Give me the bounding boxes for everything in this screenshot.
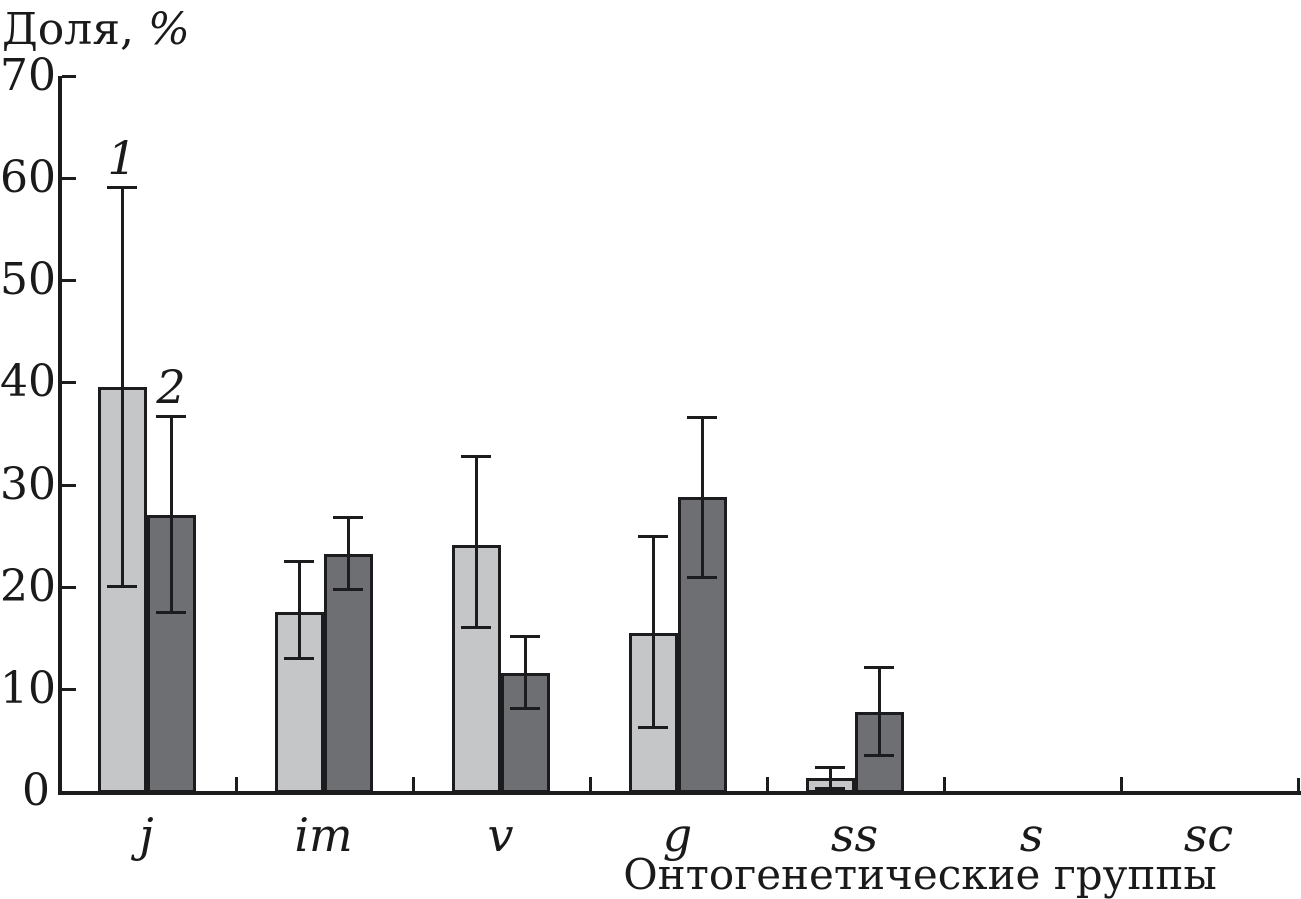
error-cap-bottom-series2-v (510, 706, 540, 710)
error-cap-top-series2-ss (864, 665, 894, 669)
series-label-2: 2 (156, 360, 186, 415)
error-cap-bottom-series1-ss (815, 787, 845, 791)
x-category-label-sc: sc (1183, 808, 1234, 862)
error-cap-bottom-series2-ss (864, 753, 894, 757)
error-cap-bottom-series2-g (687, 576, 717, 580)
y-axis-title: Доля, % (2, 4, 190, 55)
error-cap-top-series1-im (284, 559, 314, 563)
error-bar-series1-v (474, 456, 478, 628)
error-bar-series2-im (346, 517, 350, 590)
error-cap-top-series1-ss (815, 766, 845, 769)
error-cap-top-series1-j (107, 185, 137, 189)
error-bar-series2-j (169, 416, 173, 613)
y-axis-tick (62, 483, 76, 487)
y-axis-line (58, 76, 62, 795)
x-category-label-j: j (139, 808, 154, 862)
y-tick-label: 20 (0, 560, 56, 612)
x-axis-end-tick (1297, 778, 1300, 792)
y-tick-label: 10 (0, 662, 56, 714)
error-cap-bottom-series1-g (638, 726, 668, 730)
x-axis-tick (412, 777, 415, 791)
error-cap-top-series2-v (510, 635, 540, 639)
error-cap-top-series2-im (333, 515, 363, 519)
x-axis-title: Онтогенетические группы (623, 850, 1217, 899)
x-axis-tick (1120, 777, 1123, 791)
x-category-label-v: v (487, 808, 514, 862)
y-axis-tick (62, 177, 76, 181)
x-axis-tick (589, 777, 592, 791)
error-bar-series1-ss (828, 767, 832, 789)
y-tick-label: 40 (0, 356, 56, 408)
y-axis-tick (62, 381, 76, 385)
x-axis-line (58, 791, 1301, 795)
error-cap-top-series1-g (638, 535, 668, 539)
error-cap-bottom-series1-v (461, 626, 491, 630)
error-bar-series1-j (120, 187, 124, 587)
error-cap-top-series2-g (687, 415, 717, 419)
y-tick-label: 70 (0, 50, 56, 101)
y-tick-label: 50 (0, 254, 56, 306)
y-tick-label: 0 (22, 765, 50, 816)
x-axis-tick (235, 777, 238, 791)
x-category-label-g: g (662, 808, 693, 862)
y-axis-tick (62, 75, 76, 78)
x-category-label-s: s (1019, 808, 1044, 862)
y-axis-tick (62, 279, 76, 283)
x-category-label-ss: ss (830, 808, 879, 862)
y-tick-label: 60 (0, 152, 56, 204)
error-bar-series2-g (700, 417, 704, 578)
x-axis-tick (943, 777, 946, 791)
y-axis-tick (62, 585, 76, 589)
bar-series2-im (323, 554, 373, 793)
error-cap-bottom-series1-im (284, 656, 314, 660)
error-cap-bottom-series2-j (156, 610, 186, 614)
x-category-label-im: im (294, 808, 353, 862)
y-axis-tick (62, 687, 76, 691)
error-bar-series1-g (651, 536, 655, 728)
error-bar-series2-ss (877, 667, 881, 756)
series-label-1: 1 (107, 131, 137, 186)
error-cap-bottom-series1-j (107, 585, 137, 589)
x-axis-tick (766, 777, 769, 791)
error-cap-top-series2-j (156, 414, 186, 418)
error-bar-series1-im (297, 561, 301, 659)
y-tick-label: 30 (0, 458, 56, 510)
error-cap-top-series1-v (461, 455, 491, 459)
error-bar-series2-v (523, 636, 527, 709)
error-cap-bottom-series2-im (333, 588, 363, 592)
